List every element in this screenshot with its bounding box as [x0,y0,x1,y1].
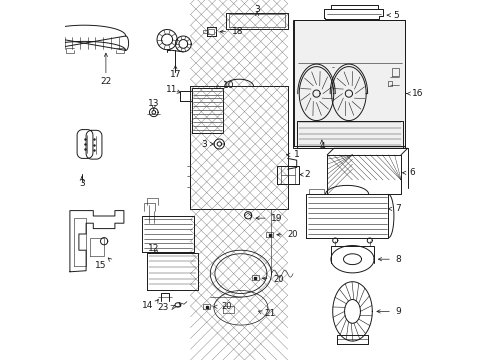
Text: 4: 4 [319,142,324,151]
Text: 22: 22 [100,77,111,86]
Text: 10: 10 [223,81,234,90]
FancyBboxPatch shape [292,20,404,148]
Text: 3: 3 [79,179,84,188]
Text: 1: 1 [293,150,299,159]
Text: 17: 17 [169,71,181,80]
Text: 11: 11 [165,85,177,94]
Text: 7: 7 [394,204,400,213]
Text: 20: 20 [221,302,231,311]
Text: 20: 20 [287,230,298,239]
Text: 21: 21 [264,309,275,318]
Text: 23: 23 [157,303,168,312]
Text: 3: 3 [254,5,260,14]
Text: 15: 15 [95,261,106,270]
Text: 8: 8 [394,255,400,264]
Text: 6: 6 [408,168,414,177]
Text: 5: 5 [392,11,398,20]
Text: 16: 16 [411,89,423,98]
Text: 18: 18 [231,27,243,36]
Text: 14: 14 [142,301,153,310]
Text: 12: 12 [148,244,159,253]
Text: 13: 13 [148,99,159,108]
Text: 19: 19 [270,214,282,222]
Text: 3: 3 [201,140,206,149]
Text: 2: 2 [303,170,309,179]
Text: 20: 20 [273,275,283,284]
Text: 9: 9 [394,307,400,316]
